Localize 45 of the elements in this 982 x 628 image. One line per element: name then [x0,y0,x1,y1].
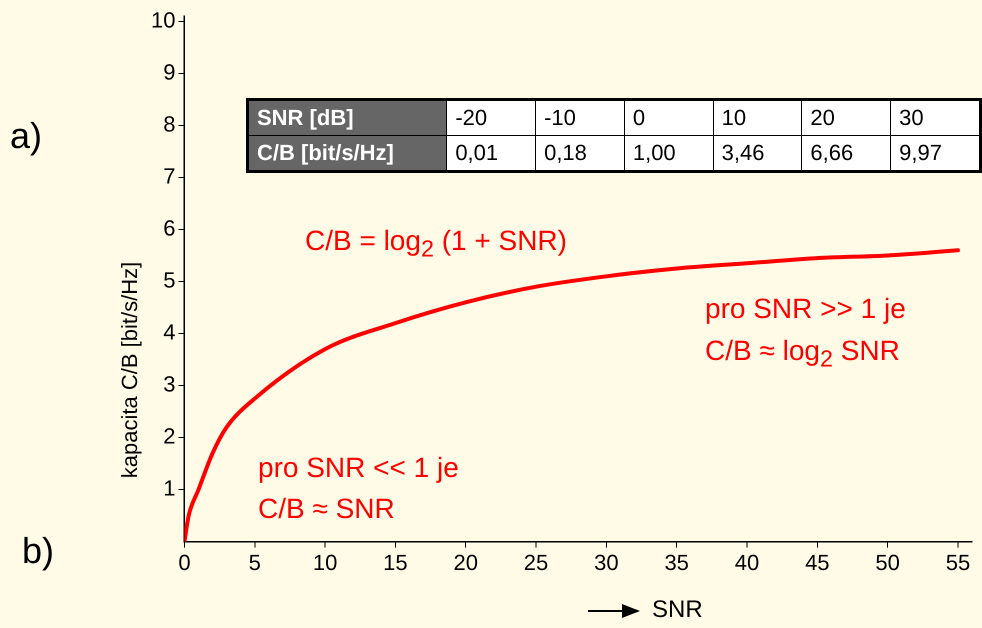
annotation: pro SNR >> 1 je [705,293,906,325]
text: a) [10,115,42,157]
x-tick-label: 50 [875,550,900,575]
x-tick-label: 5 [248,550,261,575]
x-tick-label: 10 [312,550,338,575]
annotation: 10 [713,100,802,136]
x-tick-label: 15 [383,550,408,575]
y-tick-label: 4 [163,320,176,345]
x-tick-label: 25 [524,550,548,575]
annotation: 0,18 [536,136,624,172]
annotation: C/B ≈ log$_{2}$ SNR [705,335,900,373]
annotation: 9,97 [890,136,980,172]
y-tick-label: 3 [163,372,176,397]
header-cell: SNR [dB] [248,100,447,136]
x-tick-label: 40 [734,550,760,575]
y-axis-title: kapacita C/B [bit/s/Hz] [117,262,143,478]
annotation: 6,66 [802,136,891,172]
x-tick-label: 0 [178,550,191,575]
x-tick-label: 45 [805,550,830,575]
header-cell: C/B [bit/s/Hz] [248,136,447,172]
y-tick-label: 8 [163,112,176,137]
y-tick-label: 5 [163,268,176,293]
y-tick-label: 1 [163,476,176,501]
text: b) [22,530,54,572]
x-tick-label: 35 [664,550,689,575]
x-tick-label: 55 [946,550,970,575]
annotation: -10 [536,100,624,136]
annotation: 0,01 [446,136,536,172]
x-tick-label: 30 [594,550,619,575]
annotation: 3,46 [713,136,802,172]
y-tick-label: 9 [163,59,176,84]
annotation: -20 [446,100,536,136]
annotation: 30 [890,100,980,136]
x-axis-title: SNR [652,596,703,624]
annotation: 20 [802,100,891,136]
y-tick-label: 2 [163,424,176,449]
annotation: 0 [624,100,714,136]
x-tick-label: 20 [453,550,478,575]
annotation: 1,00 [624,136,714,172]
y-tick-label: 6 [163,216,176,241]
annotation: C/B ≈ SNR [258,493,395,525]
y-tick-label: 7 [163,164,176,189]
annotation: pro SNR << 1 je [258,452,459,484]
y-tick-label: 10 [150,7,176,32]
annotation: C/B = log$_{2}$ (1 + SNR) [305,225,567,263]
